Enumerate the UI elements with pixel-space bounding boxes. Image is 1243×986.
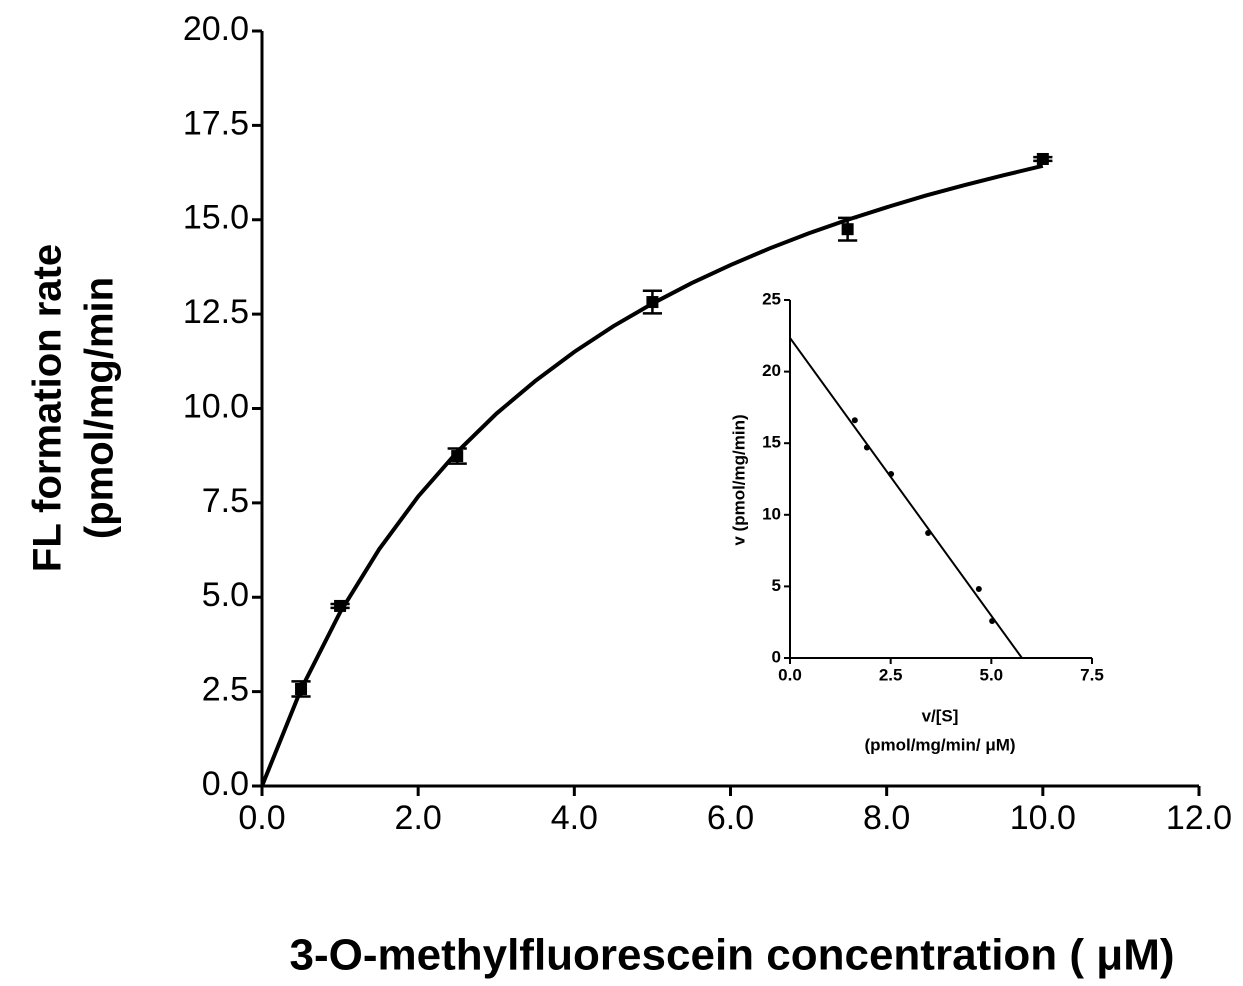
data-point — [841, 223, 854, 236]
x-tick-label: 2.0 — [395, 799, 442, 837]
x-tick-label: 10.0 — [1010, 799, 1076, 837]
x-tick-label: 2.5 — [879, 665, 903, 684]
y-tick-label: 10 — [762, 504, 781, 523]
x-tick-label: 5.0 — [980, 665, 1004, 684]
y-tick-label: 5.0 — [202, 576, 249, 614]
y-tick-label: 15.0 — [183, 199, 249, 237]
x-tick-label: 7.5 — [1080, 665, 1104, 684]
y-tick-label: 0 — [772, 647, 781, 666]
y-tick-label: 2.5 — [202, 671, 249, 709]
data-point — [975, 585, 982, 592]
y-tick-label: 12.5 — [183, 293, 249, 331]
data-point — [1036, 152, 1049, 165]
y-tick-label: 25 — [762, 289, 781, 308]
x-axis-title: (pmol/mg/min/ μM) — [864, 735, 1015, 754]
x-tick-label: 0.0 — [778, 665, 802, 684]
y-tick-label: 15 — [762, 433, 781, 452]
fit-line — [789, 337, 1023, 659]
x-tick-label: 4.0 — [551, 799, 598, 837]
y-tick-label: 20 — [762, 361, 781, 380]
data-point — [851, 417, 858, 424]
y-tick-label: 7.5 — [202, 482, 249, 520]
fit-line — [260, 163, 1044, 787]
y-tick-label: 20.0 — [183, 10, 249, 48]
x-axis-title: v/[S] — [922, 706, 959, 725]
y-axis-title: (pmol/mg/min — [78, 277, 122, 539]
y-axis-title: v (pmol/mg/min) — [729, 414, 748, 545]
x-tick-label: 8.0 — [863, 799, 910, 837]
x-axis-title: 3-O-methylfluorescein concentration ( μM… — [289, 931, 1174, 980]
x-tick-label: 12.0 — [1166, 799, 1232, 837]
y-tick-label: 0.0 — [202, 765, 249, 803]
x-tick-label: 6.0 — [707, 799, 754, 837]
y-tick-label: 10.0 — [183, 387, 249, 425]
y-axis-title: FL formation rate — [26, 244, 70, 572]
x-tick-label: 0.0 — [238, 799, 285, 837]
y-tick-label: 17.5 — [183, 104, 249, 142]
y-tick-label: 5 — [772, 576, 781, 595]
